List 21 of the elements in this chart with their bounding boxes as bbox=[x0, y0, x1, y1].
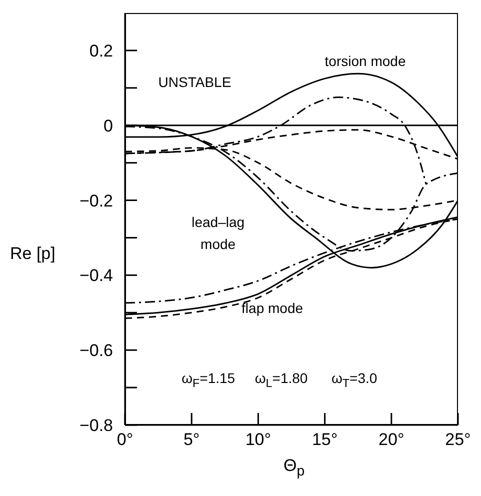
y-tick-label: 0.2 bbox=[89, 41, 113, 60]
annotation: lead–lag mode bbox=[192, 212, 245, 254]
y-axis-title: Re [p] bbox=[10, 244, 56, 264]
annotation: ω$_{F}$=1.15 bbox=[182, 369, 236, 392]
x-tick-label: 0° bbox=[116, 430, 134, 449]
x-tick-label: 5° bbox=[183, 430, 200, 449]
annotation: ω$_{T}$=3.0 bbox=[331, 369, 378, 392]
x-tick-label: 15° bbox=[312, 430, 338, 449]
y-tick-label: 0 bbox=[104, 116, 113, 136]
x-tick-label: 10° bbox=[245, 430, 272, 449]
x-tick-label: 20° bbox=[378, 430, 404, 449]
y-tick-label: −0.6 bbox=[79, 341, 113, 360]
annotation: torsion mode bbox=[324, 52, 406, 72]
annotation: flap mode bbox=[242, 299, 304, 318]
y-tick-label: −0.2 bbox=[79, 191, 113, 210]
x-axis-title: Θ$_{p}$ bbox=[284, 456, 305, 480]
y-tick-label: −0.8 bbox=[79, 416, 113, 435]
x-tick-label: 25° bbox=[445, 430, 471, 449]
annotation: ω$_{L}$=1.80 bbox=[254, 369, 308, 392]
annotation: UNSTABLE bbox=[158, 72, 232, 92]
y-tick-label: −0.4 bbox=[79, 266, 113, 286]
